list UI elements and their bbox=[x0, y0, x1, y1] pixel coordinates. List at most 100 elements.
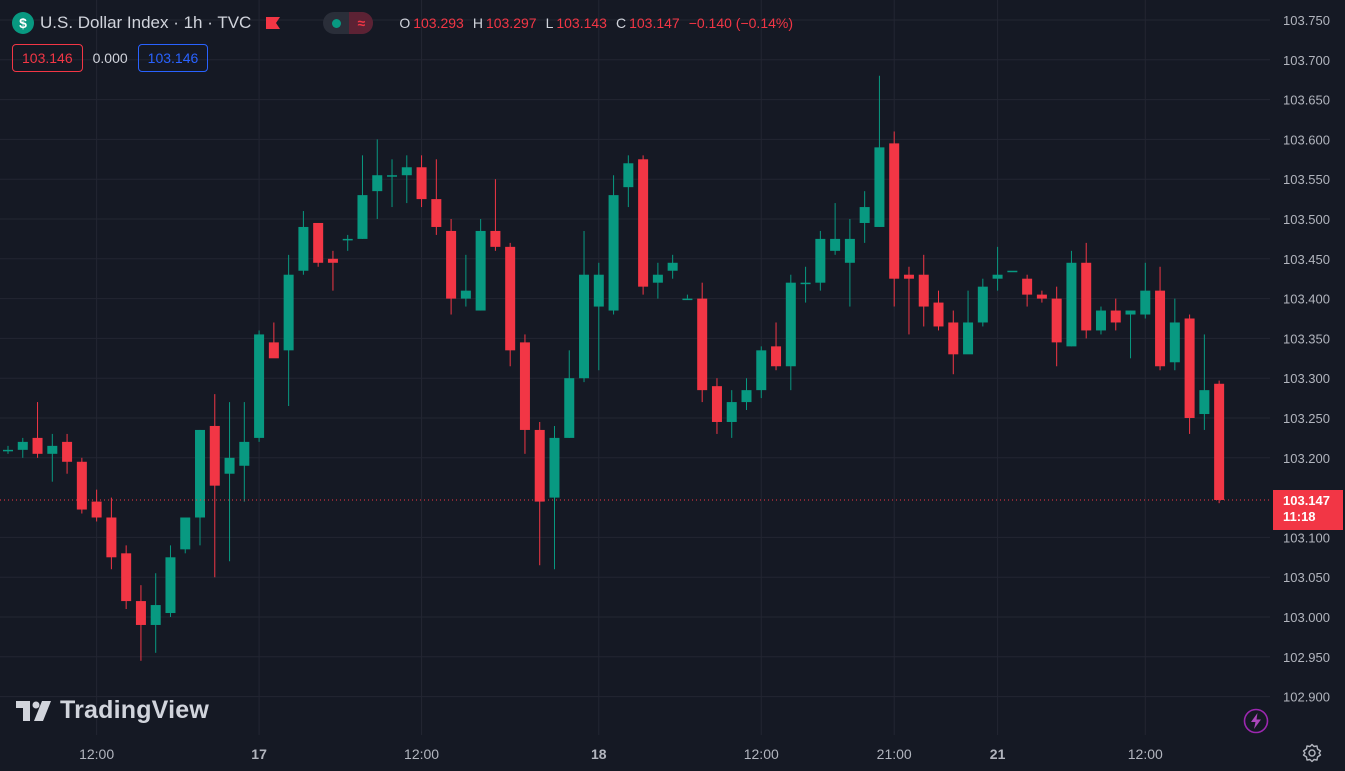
candle bbox=[697, 282, 708, 403]
candle-body bbox=[638, 159, 649, 287]
candle bbox=[76, 457, 87, 514]
bid-button[interactable]: 103.146 bbox=[12, 44, 83, 72]
candle-body bbox=[844, 238, 855, 263]
candle bbox=[652, 262, 663, 299]
chart-legend: $ U.S. Dollar Index · 1h · TVC ≈ O 103.29… bbox=[12, 10, 793, 36]
y-tick-label: 103.400 bbox=[1283, 292, 1330, 307]
candle-body bbox=[608, 195, 619, 311]
candle bbox=[1036, 290, 1047, 303]
last-price-label: 103.147 11:18 bbox=[1273, 490, 1343, 530]
candle-body bbox=[815, 238, 826, 283]
y-tick-label: 103.700 bbox=[1283, 53, 1330, 68]
candle bbox=[1140, 262, 1151, 319]
candle-body bbox=[830, 238, 841, 251]
candle-body bbox=[121, 553, 132, 602]
y-tick-label: 103.300 bbox=[1283, 371, 1330, 386]
ohlc-values: O 103.293 H 103.297 L 103.143 C 103.147 −0.1… bbox=[399, 15, 793, 31]
market-status-pill[interactable]: ≈ bbox=[323, 12, 374, 34]
candle bbox=[1007, 270, 1018, 273]
candle-body bbox=[1155, 290, 1166, 367]
candle-body bbox=[697, 298, 708, 391]
candle-body bbox=[1214, 383, 1225, 500]
candle-body bbox=[283, 274, 294, 351]
candle-body bbox=[298, 226, 309, 271]
candle bbox=[977, 278, 988, 327]
candle bbox=[505, 242, 516, 367]
candle bbox=[903, 266, 914, 335]
symbol-title[interactable]: U.S. Dollar Index · 1h · TVC bbox=[40, 13, 252, 32]
candles bbox=[3, 75, 1225, 661]
candle-body bbox=[17, 441, 28, 450]
lightning-icon[interactable] bbox=[1243, 708, 1269, 734]
y-tick-label: 102.900 bbox=[1283, 690, 1330, 705]
x-axis[interactable]: 12:00 17 12:00 18 12:00 21:00 21 12:00 bbox=[79, 746, 1163, 762]
y-tick-label: 103.500 bbox=[1283, 212, 1330, 227]
y-tick-label: 103.650 bbox=[1283, 93, 1330, 108]
wave-icon: ≈ bbox=[349, 12, 374, 34]
candle bbox=[771, 322, 782, 371]
flag-icon[interactable] bbox=[265, 16, 281, 30]
candle-body bbox=[150, 605, 161, 625]
candle-body bbox=[1066, 262, 1077, 347]
candle-body bbox=[741, 390, 752, 403]
x-tick-label: 21:00 bbox=[877, 746, 912, 762]
high-label: H bbox=[472, 15, 483, 31]
candle bbox=[1184, 314, 1195, 434]
candle bbox=[800, 266, 811, 303]
candle-body bbox=[903, 274, 914, 279]
candle-body bbox=[1169, 322, 1180, 363]
y-axis[interactable]: 103.750 103.700 103.650 103.600 103.550 103.5… bbox=[1283, 13, 1330, 705]
candle bbox=[475, 219, 486, 311]
tradingview-logo[interactable]: TradingView bbox=[16, 696, 209, 725]
x-tick-label: 12:00 bbox=[79, 746, 114, 762]
last-price-value: 103.147 bbox=[1283, 493, 1330, 508]
candle bbox=[1110, 298, 1121, 331]
candle-body bbox=[963, 322, 974, 355]
open-value: 103.293 bbox=[413, 15, 464, 31]
candle-body bbox=[416, 167, 427, 200]
open-label: O bbox=[399, 15, 411, 31]
candle-body bbox=[1081, 262, 1092, 331]
candle-body bbox=[76, 461, 87, 510]
y-tick-label: 103.350 bbox=[1283, 331, 1330, 346]
candle bbox=[298, 211, 309, 275]
candle-body bbox=[224, 457, 235, 474]
candle bbox=[741, 378, 752, 411]
y-tick-label: 103.100 bbox=[1283, 530, 1330, 545]
candle-body bbox=[682, 298, 693, 301]
candle-body bbox=[519, 342, 530, 430]
gear-icon[interactable] bbox=[1302, 743, 1322, 763]
candle-body bbox=[91, 501, 102, 518]
candle bbox=[1095, 306, 1106, 335]
candle bbox=[239, 402, 250, 502]
y-tick-label: 103.550 bbox=[1283, 172, 1330, 187]
candle bbox=[1169, 298, 1180, 371]
candle-body bbox=[667, 262, 678, 271]
candle-body bbox=[800, 282, 811, 285]
candle-body bbox=[623, 163, 634, 188]
candle bbox=[608, 175, 619, 315]
candle bbox=[579, 230, 590, 383]
candle-body bbox=[431, 199, 442, 227]
candle-body bbox=[1125, 310, 1136, 315]
candle-body bbox=[1095, 310, 1106, 331]
x-tick-label: 12:00 bbox=[1128, 746, 1163, 762]
candle-body bbox=[1184, 318, 1195, 418]
y-tick-label: 103.450 bbox=[1283, 252, 1330, 267]
candle-body bbox=[948, 322, 959, 355]
candle bbox=[933, 290, 944, 331]
x-tick-label: 12:00 bbox=[404, 746, 439, 762]
candle bbox=[918, 254, 929, 327]
candle-body bbox=[327, 258, 338, 263]
candle bbox=[416, 155, 427, 208]
candle bbox=[726, 390, 737, 438]
candle-body bbox=[268, 342, 279, 359]
candle bbox=[283, 254, 294, 407]
candle bbox=[327, 250, 338, 291]
candle bbox=[3, 445, 13, 454]
candle bbox=[431, 159, 442, 235]
ask-button[interactable]: 103.146 bbox=[137, 44, 209, 72]
candle-body bbox=[505, 246, 516, 351]
close-label: C bbox=[615, 15, 627, 31]
